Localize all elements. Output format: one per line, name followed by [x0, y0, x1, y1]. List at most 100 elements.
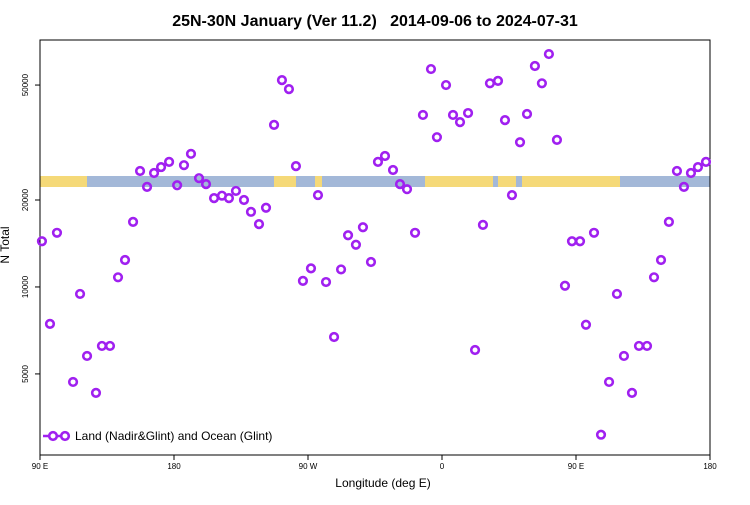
- x-tick-label: 180: [703, 462, 717, 471]
- point: [492, 75, 504, 86]
- point: [626, 387, 638, 398]
- point: [618, 350, 630, 362]
- point: [134, 165, 146, 177]
- point: [112, 272, 124, 283]
- point: [283, 84, 295, 95]
- point: [409, 227, 421, 238]
- point: [81, 350, 93, 362]
- point: [401, 184, 413, 195]
- point: [685, 167, 697, 179]
- point: [127, 216, 139, 227]
- point: [365, 256, 377, 268]
- point: [276, 75, 288, 86]
- legend-label: Land (Nadir&Glint) and Ocean (Glint): [75, 429, 272, 443]
- point: [172, 180, 183, 191]
- point: [238, 194, 250, 206]
- point: [163, 156, 175, 167]
- point: [648, 272, 660, 283]
- y-tick-label: 10000: [21, 275, 30, 298]
- point: [141, 181, 153, 193]
- point: [178, 160, 190, 171]
- point: [559, 280, 571, 291]
- x-tick-label: 180: [167, 462, 181, 471]
- point: [328, 331, 340, 343]
- point: [155, 161, 167, 173]
- point: [253, 219, 265, 230]
- point: [185, 148, 197, 159]
- point: [655, 254, 667, 266]
- point: [595, 429, 607, 440]
- point: [260, 202, 272, 213]
- point: [223, 193, 235, 204]
- point: [372, 156, 384, 167]
- point: [499, 115, 511, 126]
- point: [119, 254, 131, 266]
- x-axis-label: Longitude (deg E): [335, 476, 430, 490]
- point: [447, 109, 459, 121]
- point: [566, 236, 578, 247]
- point: [36, 236, 48, 247]
- point: [290, 161, 302, 172]
- chart-title: 25N-30N January (Ver 11.2) 2014-09-06 to…: [172, 13, 578, 30]
- point: [394, 179, 406, 190]
- point: [44, 318, 56, 329]
- legend-marker: [47, 430, 59, 442]
- point: [230, 185, 242, 197]
- point: [208, 193, 220, 204]
- y-axis-label: N Total: [0, 226, 12, 263]
- point: [671, 165, 683, 177]
- point: [529, 60, 541, 72]
- point: [90, 387, 102, 398]
- x-tick-label: 0: [440, 462, 445, 471]
- legend: Land (Nadir&Glint) and Ocean (Glint): [43, 429, 272, 443]
- point: [312, 189, 324, 201]
- point: [379, 150, 391, 162]
- point: [342, 230, 354, 241]
- point: [678, 181, 690, 193]
- x-tick-label: 90 E: [32, 462, 48, 471]
- point: [477, 219, 489, 230]
- point: [431, 132, 443, 143]
- point: [193, 173, 205, 184]
- point: [551, 134, 563, 145]
- point: [574, 236, 586, 247]
- point: [514, 137, 526, 148]
- point: [357, 222, 369, 233]
- point: [417, 109, 429, 121]
- point: [268, 119, 280, 130]
- x-tick-label: 90 W: [299, 462, 318, 471]
- point: [521, 108, 533, 120]
- point: [67, 376, 79, 388]
- y-tick-label: 50000: [21, 73, 30, 96]
- point: [96, 340, 108, 352]
- point: [200, 179, 212, 190]
- point: [588, 227, 600, 238]
- point: [641, 340, 653, 352]
- point: [245, 206, 257, 217]
- point: [611, 288, 623, 300]
- legend-marker: [59, 430, 71, 442]
- point: [320, 276, 332, 288]
- point: [536, 78, 548, 89]
- point: [580, 319, 592, 330]
- point: [484, 78, 496, 89]
- point: [506, 189, 518, 201]
- point: [350, 239, 362, 250]
- x-tick-label: 90 E: [568, 462, 584, 471]
- land-mask-strip: [40, 176, 710, 187]
- point: [633, 340, 645, 352]
- point: [440, 79, 452, 91]
- point: [700, 156, 712, 167]
- point: [335, 264, 347, 275]
- point: [603, 376, 615, 388]
- y-tick-label: 20000: [21, 188, 30, 211]
- point: [148, 167, 160, 179]
- point: [469, 344, 481, 356]
- y-tick-label: 5000: [21, 364, 30, 382]
- point: [104, 340, 116, 352]
- point: [51, 227, 63, 238]
- point: [692, 161, 704, 173]
- plot-frame: [39, 39, 711, 456]
- point: [454, 117, 466, 128]
